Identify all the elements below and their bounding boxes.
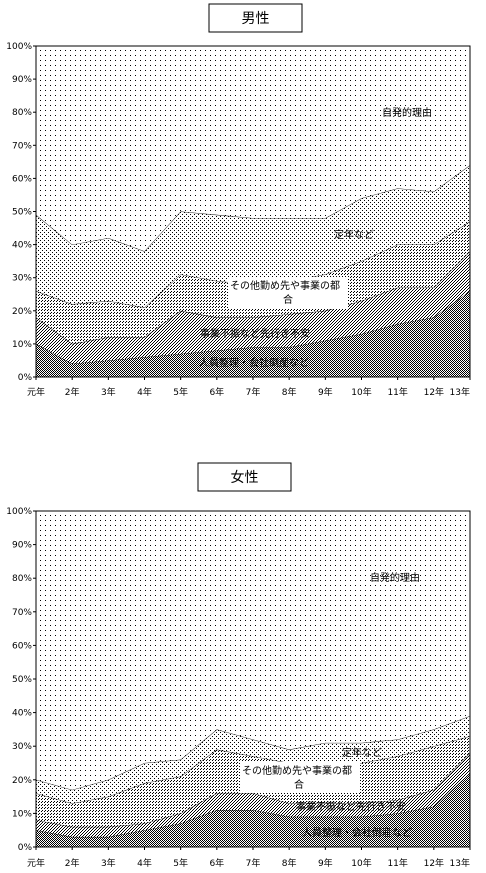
- male-label-layoff: 人員整理・会社倒産など: [199, 356, 309, 369]
- female-ytick-label: 80%: [12, 574, 32, 584]
- female-title: 女性: [231, 469, 259, 486]
- female-xtick-label: 2年: [65, 857, 80, 869]
- male-ytick-label: 40%: [12, 241, 32, 251]
- male-area-other: [36, 221, 470, 344]
- male-ytick-label: 70%: [12, 141, 32, 151]
- male-xtick-label: 2年: [65, 386, 80, 398]
- male-xtick-label: 13年: [450, 386, 470, 398]
- female-label-voluntary: 自発的理由: [370, 571, 420, 584]
- female-ytick-label: 50%: [12, 675, 32, 685]
- female-xtick-label: 10年: [351, 857, 371, 869]
- male-label-voluntary: 自発的理由: [382, 106, 432, 119]
- female-ytick-label: 60%: [12, 641, 32, 651]
- male-title-box: [208, 3, 303, 33]
- male-annotations: 自発的理由 定年など その他勤め先や事業の都 合 事業不振など先行き不安 人員整…: [199, 106, 432, 369]
- male-xtick-label: 10年: [351, 386, 371, 398]
- male-label-retirement: 定年など: [334, 228, 374, 241]
- female-label-other-bg: [240, 762, 360, 793]
- female-xtick-label: 11年: [387, 857, 407, 869]
- female-xtick-label: 9年: [318, 857, 333, 869]
- female-ytick-label: 90%: [12, 541, 32, 551]
- female-ytick-label: 100%: [6, 507, 32, 517]
- female-label-layoff: 人員整理・会社倒産など: [302, 826, 412, 839]
- female-ytick-label: 30%: [12, 742, 32, 752]
- male-xtick-label: 5年: [173, 386, 188, 398]
- female-label-retirement: 定年など: [342, 746, 382, 759]
- female-area-business: [36, 752, 470, 837]
- male-title: 男性: [242, 11, 270, 27]
- male-ytick-label: 50%: [12, 208, 32, 218]
- male-area-voluntary: [36, 46, 470, 252]
- female-xtick-label: 元年: [27, 857, 45, 869]
- male-xtick-label: 7年: [246, 386, 261, 398]
- male-area-retirement: [36, 165, 470, 308]
- female-xtick-label: 4年: [137, 857, 152, 869]
- female-label-other: その他勤め先や事業の都 合: [242, 764, 355, 791]
- male-ytick-label: 10%: [12, 340, 32, 350]
- male-ytick-label: 20%: [12, 307, 32, 317]
- female-xtick-label: 6年: [209, 857, 224, 869]
- male-xtick-label: 元年: [27, 386, 45, 398]
- male-ytick-label: 100%: [6, 42, 32, 52]
- male-xtick-label: 9年: [318, 386, 333, 398]
- female-ytick-label: 70%: [12, 608, 32, 618]
- male-label-other: その他勤め先や事業の都 合: [230, 279, 343, 306]
- female-xtick-label: 12年: [424, 857, 444, 869]
- male-area-layoff: [36, 290, 470, 377]
- male-xtick-label: 8年: [282, 386, 297, 398]
- male-ytick-label: 90%: [12, 75, 32, 85]
- female-annotations: 自発的理由 定年など その他勤め先や事業の都 合 事業不振など先行き不安 人員整…: [240, 571, 420, 839]
- male-ytick-label: 30%: [12, 274, 32, 284]
- male-ytick-label: 60%: [12, 174, 32, 184]
- male-label-other-bg: [228, 277, 348, 309]
- male-xtick-label: 11年: [387, 386, 407, 398]
- male-ytick-label: 0%: [18, 373, 33, 383]
- female-title-box: [197, 462, 292, 492]
- female-ytick-label: 20%: [12, 776, 32, 786]
- female-xtick-label: 7年: [246, 857, 261, 869]
- male-label-business: 事業不振など先行き不安: [200, 327, 310, 340]
- female-ytick-label: 40%: [12, 709, 32, 719]
- female-area-retirement: [36, 715, 470, 804]
- female-ytick-label: 0%: [18, 843, 33, 853]
- female-xtick-label: 5年: [173, 857, 188, 869]
- male-area-business: [36, 251, 470, 364]
- male-chart: 男性 0% 10% 20% 30% 40% 50% 60% 70% 80% 90% 100% 元年 2年…: [6, 3, 471, 398]
- male-xtick-label: 3年: [101, 386, 116, 398]
- female-xtick-label: 3年: [101, 857, 116, 869]
- female-xtick-label: 13年: [450, 857, 470, 869]
- male-xtick-label: 12年: [424, 386, 444, 398]
- male-xtick-label: 4年: [137, 386, 152, 398]
- female-ytick-label: 10%: [12, 809, 32, 819]
- male-xtick-label: 6年: [209, 386, 224, 398]
- male-ytick-label: 80%: [12, 108, 32, 118]
- female-area-voluntary: [36, 511, 470, 790]
- female-label-business: 事業不振など先行き不安: [296, 800, 406, 813]
- female-xtick-label: 8年: [282, 857, 297, 869]
- female-chart: 女性 0% 10% 20% 30% 40% 50% 60% 70% 80% 90% 100% 元年 2年…: [6, 462, 471, 869]
